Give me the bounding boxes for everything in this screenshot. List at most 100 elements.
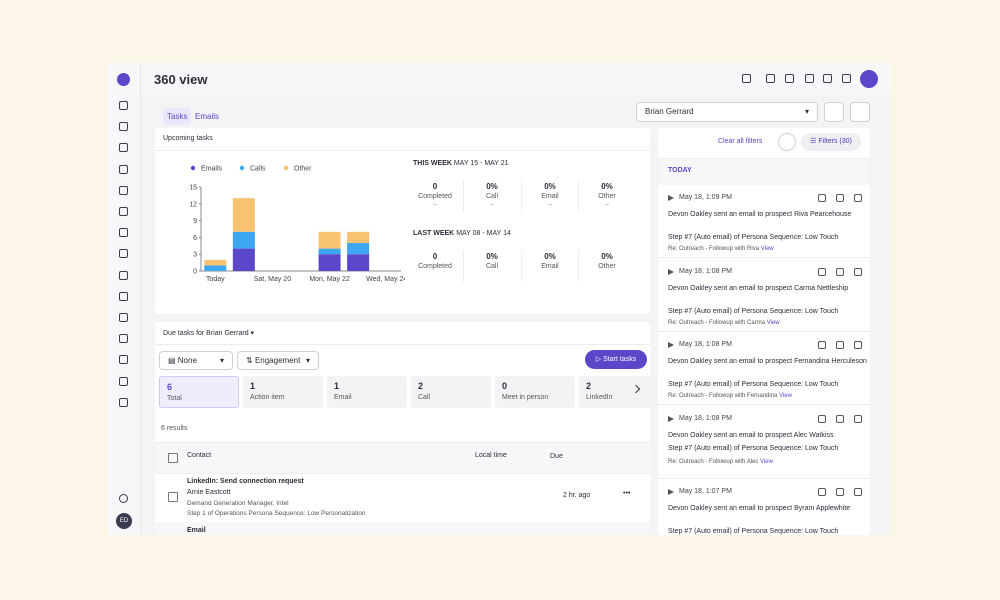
- stat-divider: [463, 250, 464, 282]
- action-icon[interactable]: [836, 267, 844, 276]
- sent-icon: [668, 415, 674, 422]
- action-icon[interactable]: [818, 341, 826, 349]
- checkbox[interactable]: [168, 453, 178, 463]
- action-icon[interactable]: [854, 414, 862, 423]
- count-tile[interactable]: 1 Action item: [243, 376, 323, 408]
- filters-text: Filters (30): [818, 138, 852, 145]
- count-tile[interactable]: 2 LinkedIn: [579, 376, 659, 408]
- top-icon[interactable]: [785, 74, 794, 83]
- refresh[interactable]: [778, 133, 796, 151]
- week-label: LAST WEEK: [413, 230, 455, 237]
- count-label: Email: [334, 394, 352, 401]
- clear-filters[interactable]: Clear all filters: [718, 138, 763, 145]
- action-icon[interactable]: [836, 194, 844, 202]
- tab[interactable]: Emails: [195, 112, 220, 121]
- layout-button[interactable]: [850, 102, 870, 122]
- action-icon[interactable]: [836, 414, 844, 423]
- activity-step: Step #7 (Auto email) of Persona Sequence…: [668, 444, 839, 452]
- bar-segment: [204, 265, 227, 271]
- top-bar: [108, 63, 890, 95]
- nav-icon[interactable]: [119, 249, 128, 259]
- activity-item: May 18, 1:08 PM Devon Oakley sent an emai…: [658, 258, 870, 332]
- action-icon[interactable]: [836, 341, 844, 349]
- filter-text: Engagement: [254, 356, 301, 365]
- nav-icon[interactable]: [119, 313, 128, 322]
- top-icon[interactable]: [742, 74, 751, 83]
- activity-time: May 18, 1:08 PM: [679, 267, 732, 275]
- due-title: Due tasks for Brian Gerrard ▾: [163, 330, 255, 337]
- settings-icon[interactable]: [119, 494, 128, 503]
- activity-item: May 18, 1:08 PM Devon Oakley sent an emai…: [658, 405, 870, 479]
- activity-panel: Clear all filters ☰ Filters (30) TODAY M…: [658, 128, 870, 535]
- filter[interactable]: ▤ None ▾: [159, 351, 233, 370]
- activity-text: Devon Oakley sent an email to prospect A…: [668, 431, 834, 439]
- row-menu[interactable]: •••: [623, 490, 631, 497]
- action-icon[interactable]: [854, 267, 862, 276]
- view-link[interactable]: View: [766, 319, 780, 326]
- divider: [155, 150, 650, 151]
- chart-button[interactable]: [824, 102, 844, 122]
- view-link[interactable]: View: [779, 393, 792, 399]
- user-select[interactable]: Brian Gerrard ▾: [636, 102, 818, 122]
- view-link[interactable]: View: [760, 458, 773, 465]
- row-role: Demand Generation Manager, Intel: [187, 500, 289, 507]
- action-icon[interactable]: [818, 194, 826, 202]
- nav-icon[interactable]: [119, 101, 128, 110]
- action-icon[interactable]: [854, 194, 862, 202]
- top-icon[interactable]: [805, 74, 814, 83]
- nav-icon[interactable]: [119, 207, 128, 216]
- start-tasks[interactable]: ▷ Start tasks: [585, 350, 647, 369]
- table-header: [155, 442, 650, 474]
- due-card: Due tasks for Brian Gerrard ▾ ▤ None ▾ ⇅ …: [155, 322, 659, 535]
- week-header: LAST WEEK MAY 08 - MAY 14: [413, 230, 511, 237]
- filter[interactable]: ⇅ Engagement ▾: [237, 351, 319, 370]
- nav-icon[interactable]: [119, 270, 128, 280]
- nav-icon[interactable]: [119, 185, 128, 195]
- count-label: Meet in person: [502, 394, 549, 401]
- action-icon[interactable]: [818, 267, 826, 276]
- action-icon[interactable]: [818, 414, 826, 423]
- avatar[interactable]: ED: [116, 513, 132, 529]
- count-tile[interactable]: 0 Meet in person: [495, 376, 575, 408]
- nav-icon[interactable]: [119, 355, 128, 365]
- nav-icon[interactable]: [119, 143, 128, 153]
- x-tick-label: Mon, May 22: [309, 276, 350, 283]
- view-link[interactable]: View: [760, 246, 774, 252]
- top-icon[interactable]: [842, 74, 851, 83]
- count-tile[interactable]: 2 Call: [411, 376, 491, 408]
- legend-label: Emails: [201, 166, 223, 173]
- activity-time: May 18, 1:08 PM: [679, 341, 732, 348]
- nav-icon[interactable]: [119, 228, 128, 238]
- action-icon[interactable]: [836, 488, 844, 496]
- tab[interactable]: Tasks: [163, 108, 192, 125]
- nav-icon[interactable]: [119, 334, 128, 344]
- top-icon[interactable]: [766, 74, 775, 83]
- column-header: Contact: [187, 452, 212, 459]
- nav-icon[interactable]: [119, 122, 128, 132]
- count-tile[interactable]: 6 Total: [159, 376, 239, 408]
- action-icon[interactable]: [818, 488, 826, 496]
- action-icon[interactable]: [854, 341, 862, 349]
- nav-icon[interactable]: [119, 291, 128, 301]
- quick-action[interactable]: [860, 70, 878, 88]
- bar-segment: [232, 248, 255, 271]
- filters-button[interactable]: ☰ Filters (30): [801, 133, 861, 151]
- top-icon[interactable]: [823, 74, 832, 83]
- column-header: Local time: [475, 452, 507, 459]
- count-label: Call: [418, 394, 431, 401]
- divider: [155, 344, 650, 345]
- action-icon[interactable]: [854, 488, 862, 496]
- stat-label: Email: [541, 263, 559, 270]
- count-label: Total: [167, 395, 182, 402]
- legend-dot: [283, 165, 289, 171]
- nav-icon[interactable]: [119, 376, 128, 386]
- week-range: MAY 15 - MAY 21: [453, 160, 509, 167]
- checkbox[interactable]: [168, 492, 178, 502]
- legend-label: Calls: [250, 166, 266, 173]
- activity-text: Devon Oakley sent an email to prospect R…: [668, 211, 852, 218]
- stat-label: Other: [598, 263, 616, 270]
- nav-icon[interactable]: [119, 397, 128, 407]
- activity-re: Re: Outreach - Followup with Alec View: [668, 459, 773, 465]
- nav-icon[interactable]: [119, 164, 128, 174]
- count-tile[interactable]: 1 Email: [327, 376, 407, 408]
